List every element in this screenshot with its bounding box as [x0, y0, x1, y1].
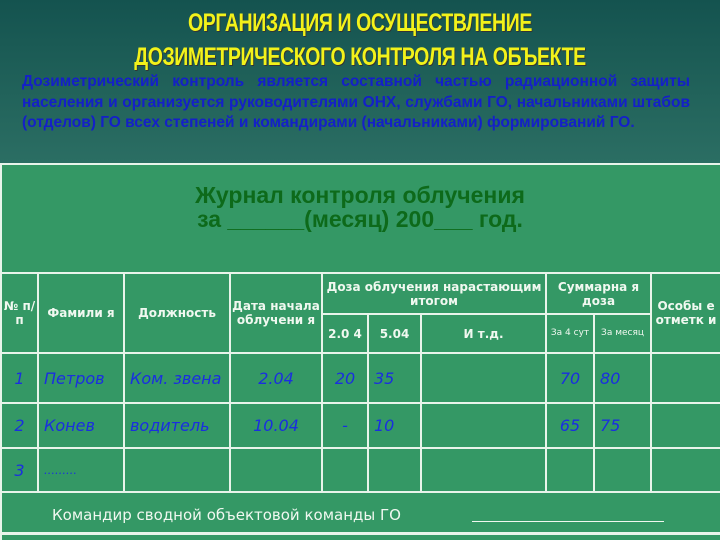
page-title: ОРГАНИЗАЦИЯ И ОСУЩЕСТВЛЕНИЕ ДОЗИМЕТРИЧЕС… [79, 6, 641, 74]
cell-dose-2 [367, 447, 422, 493]
cell-total-4days: 70 [545, 352, 596, 404]
header-surname: Фамили я [37, 272, 125, 354]
header-dose-2: 5.04 [367, 313, 422, 354]
header-area [0, 0, 720, 163]
signature-line: Командир сводной объектовой команды ГО [0, 491, 720, 535]
cell-start-date [229, 447, 323, 493]
header-start-date: Дата начала облучени я [229, 272, 323, 354]
header-dose: Доза облучения нарастающим итогом [320, 272, 548, 315]
header-total: Суммарна я доза [545, 272, 653, 315]
cell-dose-2: 10 [367, 402, 422, 449]
signature-blank [472, 521, 664, 522]
table-row: 1 Петров Ком. звена 2.04 20 35 70 80 [0, 352, 720, 404]
cell-dose-3 [419, 447, 548, 493]
intro-text: Дозиметрический контроль является состав… [22, 73, 690, 131]
header-total-month: За месяц [593, 313, 653, 354]
cell-position [123, 447, 231, 493]
cell-start-date: 10.04 [229, 402, 323, 449]
header-num: № п/п [0, 272, 39, 354]
cell-num: 2 [0, 402, 39, 449]
cell-total-month: 80 [593, 352, 653, 404]
header-dose-3: И т.д. [419, 313, 548, 354]
table-row: 2 Конев водитель 10.04 - 10 65 75 [0, 402, 720, 449]
cell-position: водитель [123, 402, 231, 449]
title-line-2: ДОЗИМЕТРИЧЕСКОГО КОНТРОЛЯ НА ОБЪЕКТЕ [134, 43, 586, 71]
cell-dose-1: 20 [321, 352, 369, 404]
cell-position: Ком. звена [123, 352, 231, 404]
cell-dose-3 [419, 402, 548, 449]
cell-num: 3 [0, 447, 39, 493]
cell-dose-3 [419, 352, 548, 404]
cell-surname: ……… [37, 447, 125, 493]
cell-dose-1 [321, 447, 369, 493]
title-line-1: ОРГАНИЗАЦИЯ И ОСУЩЕСТВЛЕНИЕ [188, 9, 532, 37]
cell-total-month [593, 447, 653, 493]
journal-title-line-2: за ______(месяц) 200___ год. [197, 206, 523, 232]
header-notes: Особы е отметк и [650, 272, 720, 354]
cell-start-date: 2.04 [229, 352, 323, 404]
cell-notes [650, 402, 720, 449]
cell-total-4days: 65 [545, 402, 596, 449]
cell-notes [650, 447, 720, 493]
signature-label: Командир сводной объектовой команды ГО [52, 506, 401, 524]
cell-total-4days [545, 447, 596, 493]
cell-dose-2: 35 [367, 352, 422, 404]
table-row: 3 ……… [0, 447, 720, 493]
cell-surname: Конев [37, 402, 125, 449]
header-position: Должность [123, 272, 231, 354]
cell-total-month: 75 [593, 402, 653, 449]
journal-title-line-1: Журнал контроля облучения [195, 182, 525, 208]
header-dose-1: 2.0 4 [321, 313, 369, 354]
journal-table: № п/п Фамили я Должность Дата начала обл… [0, 272, 720, 493]
journal-title: Журнал контроля облучения за ______(меся… [0, 183, 720, 231]
cell-num: 1 [0, 352, 39, 404]
cell-dose-1: - [321, 402, 369, 449]
cell-notes [650, 352, 720, 404]
cell-surname: Петров [37, 352, 125, 404]
header-total-4days: За 4 сут [545, 313, 596, 354]
